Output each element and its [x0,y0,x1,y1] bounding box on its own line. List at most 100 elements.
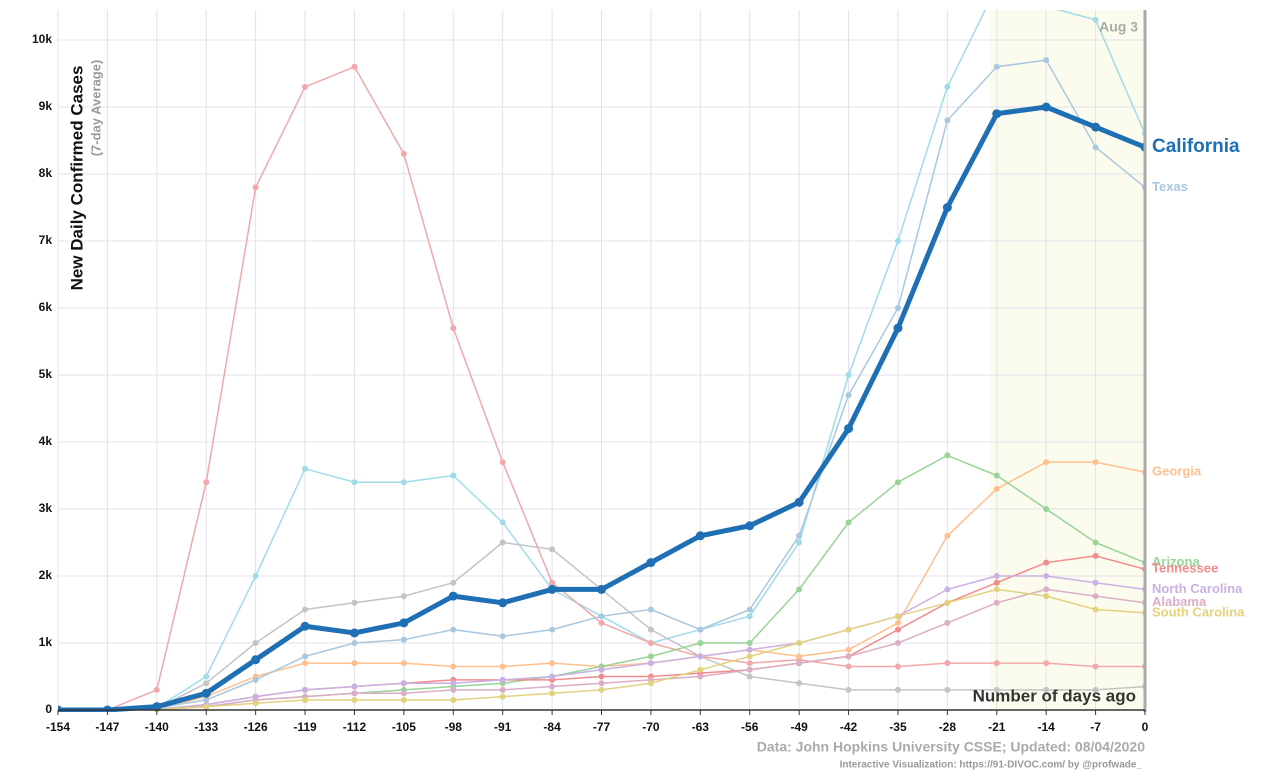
data-point [549,546,556,553]
source-note: Data: John Hopkins University CSSE; Upda… [757,739,1145,755]
data-point [499,686,506,693]
data-point [894,663,901,670]
series-lines [58,10,1145,712]
data-point [746,606,753,613]
data-point [894,619,901,626]
x-axis-title: Number of days ago [973,686,1136,705]
data-point [746,646,753,653]
date-annotation: Aug 3 [1099,19,1138,35]
y-axis-subtitle: (7-day Average) [88,60,103,157]
data-point [993,660,1000,667]
data-point [598,613,605,620]
data-point [894,640,901,646]
x-tick-label: -98 [445,720,463,734]
data-point [351,599,358,606]
data-point [597,584,606,594]
data-point [252,640,259,646]
data-point [302,653,309,660]
data-point [498,598,508,608]
y-tick-label: 3k [39,501,53,515]
data-point [845,653,852,660]
data-point [351,640,358,646]
data-point [647,660,654,667]
x-tick-label: -112 [343,720,367,734]
data-point [499,539,506,546]
x-tick-label: -28 [939,720,957,734]
data-point [993,579,1000,586]
data-point [944,660,951,667]
series-label: Arizona [1152,554,1200,569]
series-label: South Carolina [1152,604,1245,619]
data-point [944,599,951,606]
data-point [302,83,309,90]
data-point [647,653,654,660]
data-point [646,558,656,568]
x-tick-label: -56 [741,720,759,734]
data-point [1043,660,1050,667]
data-point [349,628,359,638]
y-tick-label: 10k [32,32,52,46]
series-label: Georgia [1152,464,1202,479]
data-point [894,305,901,311]
data-point [400,479,407,486]
data-point [450,663,457,670]
data-point [1092,459,1099,466]
data-point [252,676,259,683]
data-point [598,686,605,693]
data-point [992,109,1002,119]
data-point [944,83,951,90]
data-point [302,606,309,613]
data-point [1043,586,1050,593]
data-point [1043,506,1050,512]
data-point [845,626,852,633]
data-point [745,521,755,531]
data-point [697,626,704,633]
data-point [203,479,210,486]
data-point [1043,573,1050,579]
data-point [647,640,654,646]
x-tick-label: -84 [543,720,561,734]
data-point [351,683,358,690]
credit-note: Interactive Visualization: https://91-DI… [840,760,1143,771]
series-label: Alabama [1152,594,1207,609]
y-axis-title: New Daily Confirmed Cases [67,66,86,291]
data-point [400,660,407,667]
data-point [450,696,457,703]
x-tick-label: -35 [889,720,907,734]
x-tick-label: -49 [790,720,808,734]
x-tick-label: -14 [1038,720,1056,734]
data-point [845,663,852,670]
data-point [300,621,310,631]
data-point [201,688,211,698]
data-point [993,472,1000,479]
data-point [499,676,506,683]
data-point [1092,579,1099,586]
data-point [845,392,852,399]
data-point [448,591,458,601]
data-point [252,184,259,191]
data-point [1091,122,1101,132]
data-point [598,666,605,673]
data-point [549,683,556,690]
data-point [944,586,951,593]
data-point [993,485,1000,492]
data-point [252,700,259,707]
data-point [450,325,457,332]
data-point [796,653,803,660]
data-point [746,673,753,680]
data-point [351,63,358,70]
y-tick-label: 8k [39,166,53,180]
x-tick-label: -133 [194,720,218,734]
data-point [796,532,803,539]
data-point [746,653,753,660]
data-point [302,660,309,667]
data-point [351,690,358,697]
data-point [1043,593,1050,600]
y-tick-label: 6k [39,300,53,314]
data-point [203,696,210,703]
data-point [845,646,852,653]
data-point [697,653,704,660]
data-point [746,660,753,667]
data-point [993,63,1000,70]
